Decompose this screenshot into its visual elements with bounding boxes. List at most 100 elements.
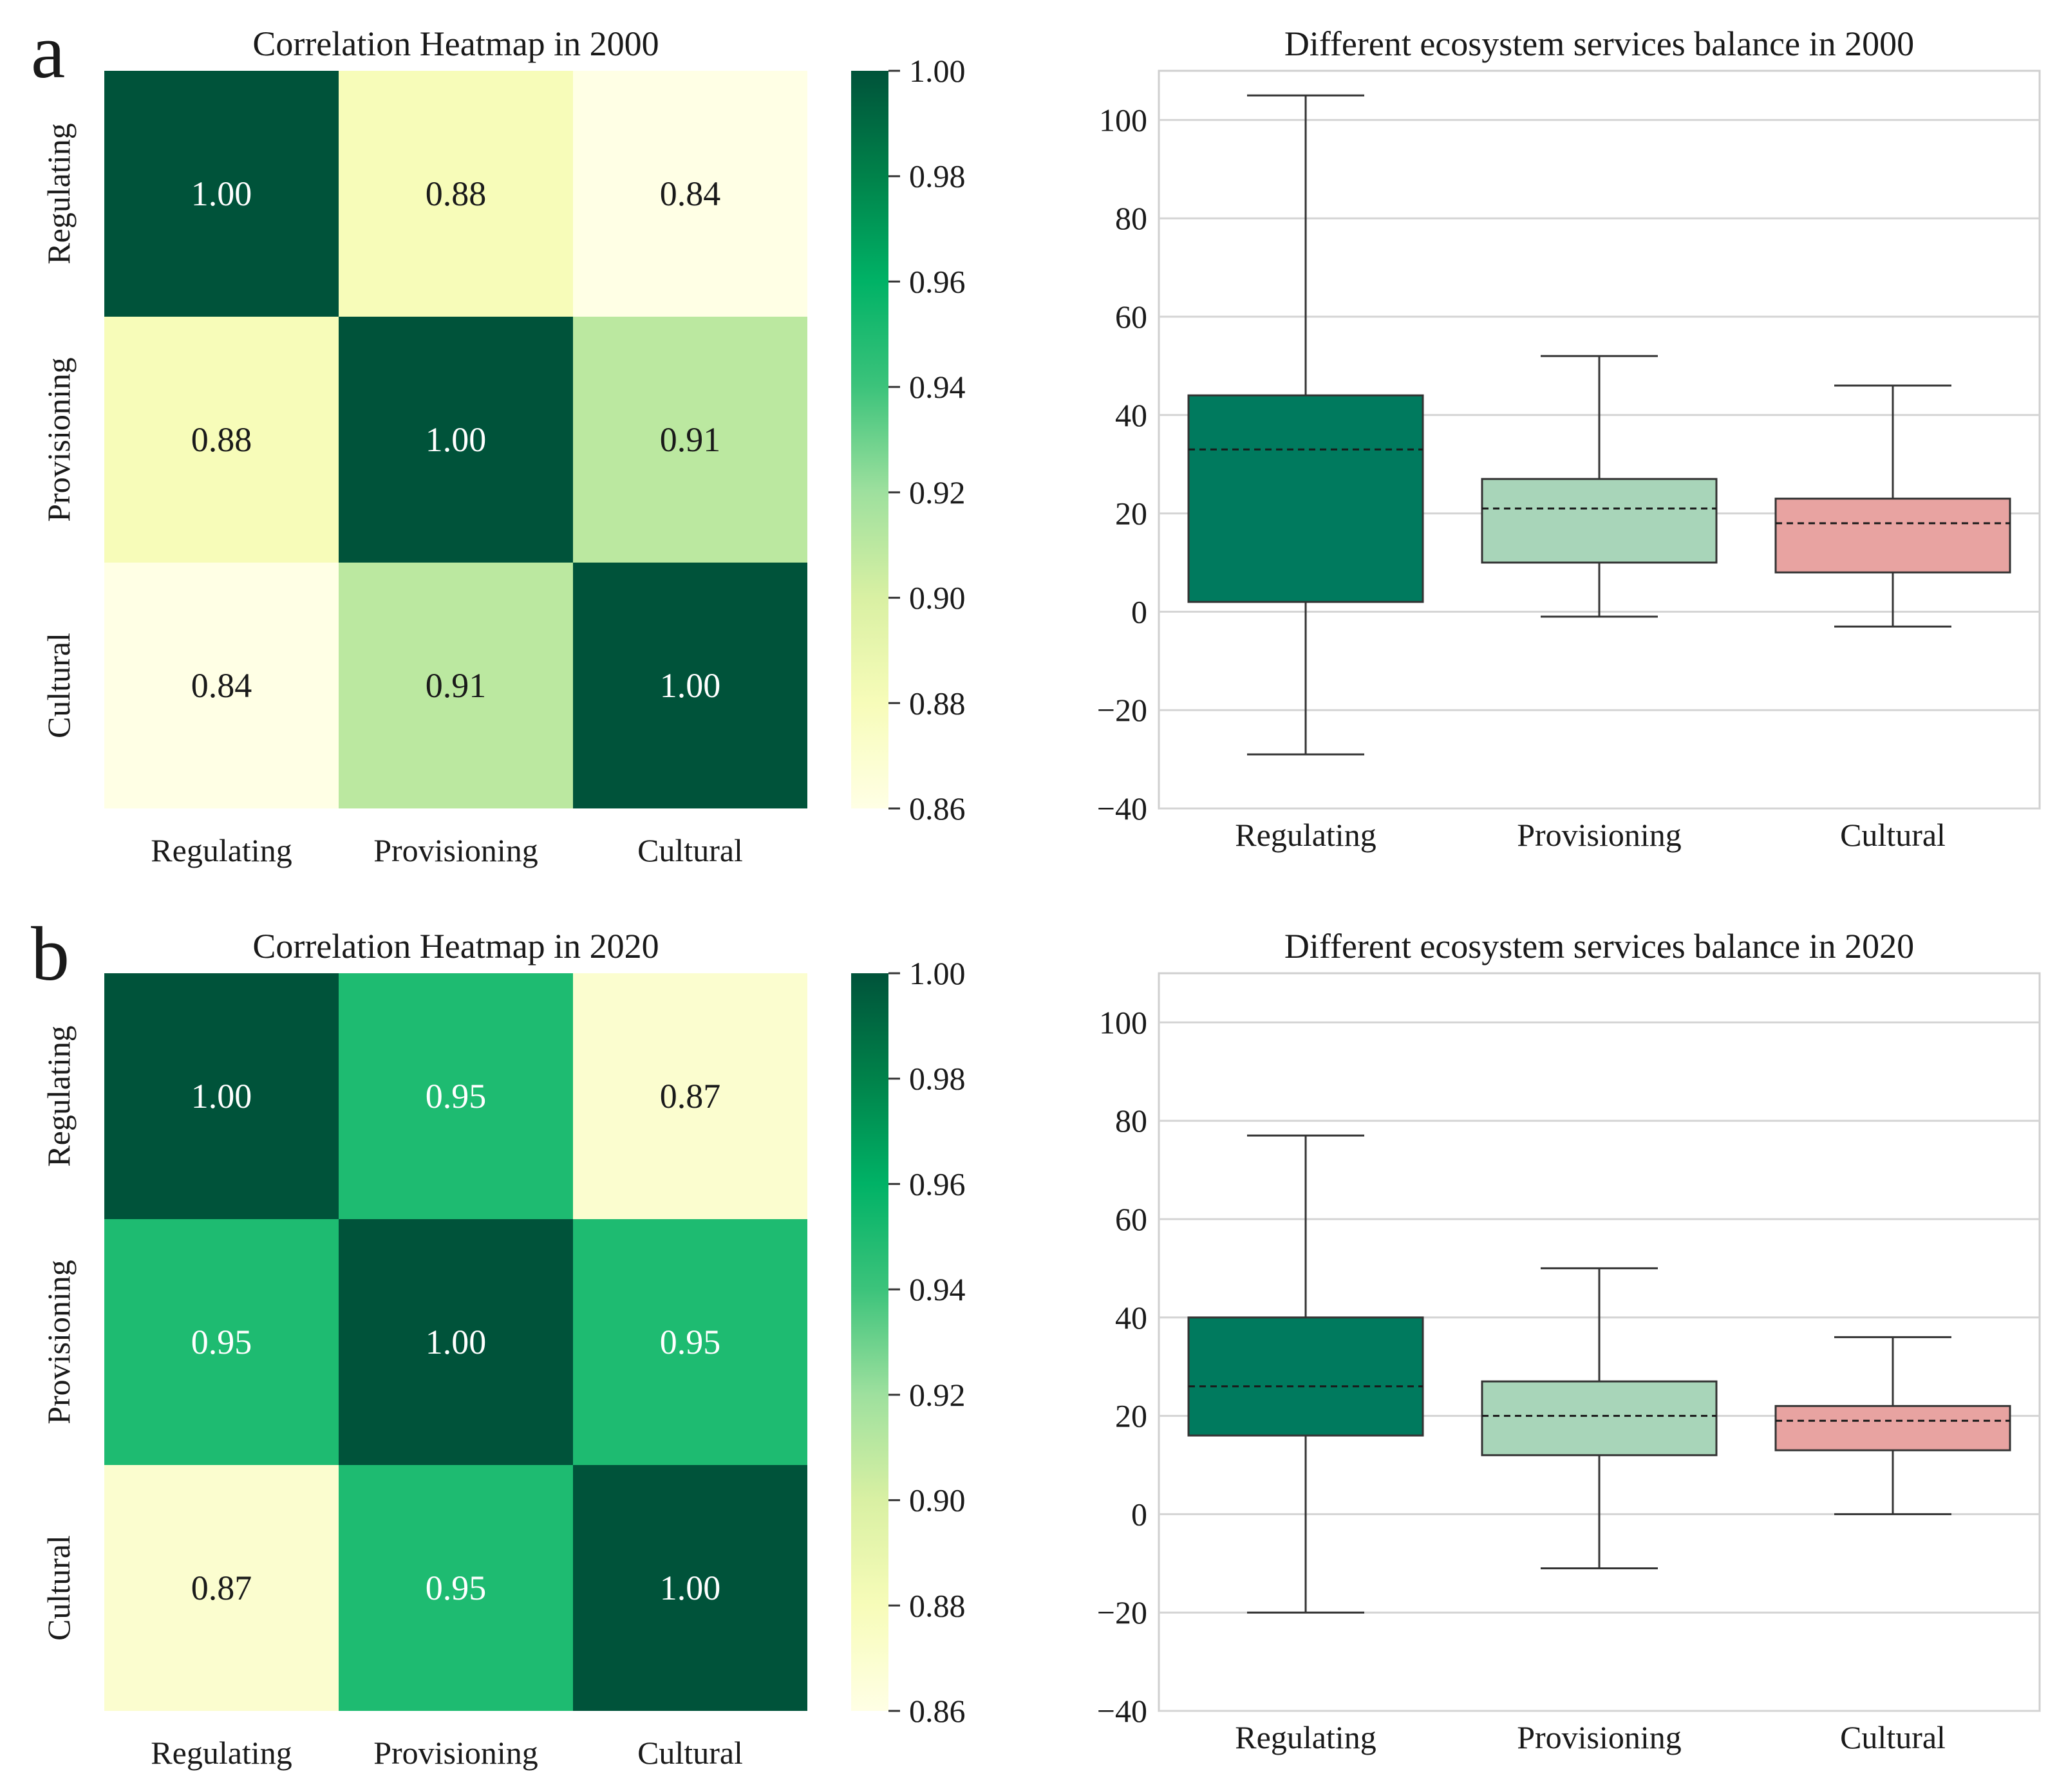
colorbar <box>851 973 888 1711</box>
colorbar-tick-label: 0.98 <box>909 1061 966 1097</box>
boxplot-y-tick-label: 20 <box>1115 496 1147 532</box>
heatmap-cell-label: 0.88 <box>426 174 487 213</box>
heatmap-cell-label: 0.87 <box>660 1077 721 1115</box>
colorbar-tick-label: 0.94 <box>909 369 966 405</box>
colorbar-tick-label: 0.90 <box>909 1482 966 1518</box>
colorbar-tick-label: 0.88 <box>909 1587 966 1623</box>
boxplot-y-tick-label: 20 <box>1115 1398 1147 1434</box>
colorbar-tick-label: 1.00 <box>909 955 966 991</box>
panel-a: a Correlation Heatmap in 2000 1.00 0.88 0.84… <box>31 8 2041 868</box>
heatmap-cell-label: 0.95 <box>660 1323 721 1361</box>
heatmap-x-label: Regulating <box>151 1735 292 1771</box>
heatmap-x-label: Cultural <box>637 1735 743 1771</box>
heatmap-cell-label: 0.87 <box>191 1569 252 1607</box>
boxplot-title: Different ecosystem services balance in … <box>1284 927 1914 966</box>
boxplot-box <box>1481 478 1718 564</box>
heatmap-cell <box>339 1219 573 1465</box>
boxplot-y-tick-label: 0 <box>1131 593 1147 630</box>
heatmap-cell-label: 0.95 <box>191 1323 252 1361</box>
boxplot-x-label: Regulating <box>1235 1719 1376 1755</box>
heatmap-cell <box>104 71 339 317</box>
boxplot-y-tick-label: 80 <box>1115 200 1147 236</box>
heatmap-cell-label: 0.88 <box>191 420 252 459</box>
boxplot-y-tick-label: 40 <box>1115 397 1147 433</box>
boxplot-y-tick-label: −40 <box>1097 790 1147 826</box>
boxplot-x-label: Provisioning <box>1517 1719 1682 1755</box>
boxplot-y-tick-label: 80 <box>1115 1103 1147 1139</box>
colorbar-tick-label: 0.92 <box>909 1377 966 1413</box>
heatmap-title: Correlation Heatmap in 2020 <box>252 927 659 966</box>
heatmap-x-label: Cultural <box>637 832 743 868</box>
boxplot-x-label: Regulating <box>1235 817 1376 853</box>
heatmap-cell-label: 0.91 <box>426 666 487 705</box>
heatmap-y-label: Regulating <box>41 123 77 264</box>
colorbar-tick-label: 0.86 <box>909 790 966 826</box>
boxplot-x-label: Provisioning <box>1517 817 1682 853</box>
colorbar-tick-label: 0.92 <box>909 474 966 510</box>
panel-letter: a <box>31 8 65 94</box>
panel-b: b Correlation Heatmap in 2020 1.00 0.95 0.87… <box>31 911 2041 1771</box>
heatmap-cell-label: 1.00 <box>191 174 252 213</box>
boxplot-y-tick-label: 0 <box>1131 1496 1147 1532</box>
colorbar-tick-label: 0.90 <box>909 580 966 616</box>
boxplot-y-tick-label: 60 <box>1115 1201 1147 1237</box>
heatmap-cell-label: 0.95 <box>426 1077 487 1115</box>
heatmap-cell <box>573 563 807 808</box>
heatmap-cell <box>104 1465 339 1711</box>
boxplot-y-tick-label: −40 <box>1097 1693 1147 1729</box>
boxplot-y-tick-label: −20 <box>1097 1594 1147 1630</box>
colorbar-tick-label: 0.98 <box>909 158 966 194</box>
heatmap-cell <box>573 71 807 317</box>
heatmap-y-label: Provisioning <box>41 357 77 522</box>
boxplot-box <box>1187 1316 1424 1437</box>
boxplot-y-tick-label: 40 <box>1115 1300 1147 1336</box>
heatmap-cell-label: 0.95 <box>426 1569 487 1607</box>
heatmap-cell <box>339 973 573 1219</box>
colorbar-tick-label: 0.86 <box>909 1693 966 1729</box>
heatmap-cell <box>573 973 807 1219</box>
heatmap-cell-label: 0.91 <box>660 420 721 459</box>
colorbar-tick-label: 0.96 <box>909 263 966 299</box>
boxplot-box <box>1774 1405 2011 1451</box>
boxplot-x-label: Cultural <box>1840 1719 1946 1755</box>
heatmap-cell <box>339 563 573 808</box>
heatmap-cell <box>339 71 573 317</box>
heatmap-cell <box>573 1219 807 1465</box>
heatmap-y-label: Regulating <box>41 1025 77 1166</box>
heatmap-cell <box>573 317 807 563</box>
heatmap-cell-label: 0.84 <box>191 666 252 705</box>
heatmap-cell <box>339 317 573 563</box>
heatmap-y-label: Cultural <box>41 1535 77 1641</box>
heatmap-title: Correlation Heatmap in 2000 <box>252 24 659 63</box>
boxplot-y-tick-label: 100 <box>1099 1004 1147 1040</box>
heatmap-cell <box>104 563 339 808</box>
boxplot-title: Different ecosystem services balance in … <box>1284 24 1914 63</box>
boxplot-y-tick-label: 100 <box>1099 102 1147 138</box>
heatmap-cell-label: 1.00 <box>191 1077 252 1115</box>
heatmap-x-label: Provisioning <box>373 832 538 868</box>
colorbar-tick-label: 0.96 <box>909 1166 966 1202</box>
heatmap-cell <box>339 1465 573 1711</box>
heatmap-x-label: Provisioning <box>373 1735 538 1771</box>
heatmap-y-label: Provisioning <box>41 1260 77 1424</box>
heatmap-cell-label: 1.00 <box>426 1323 487 1361</box>
boxplot-y-tick-label: 60 <box>1115 299 1147 335</box>
boxplot-box <box>1481 1380 1718 1457</box>
heatmap-cell-label: 1.00 <box>426 420 487 459</box>
colorbar-tick-label: 0.88 <box>909 685 966 721</box>
boxplot-y-tick-label: −20 <box>1097 692 1147 728</box>
boxplot-x-label: Cultural <box>1840 817 1946 853</box>
heatmap-cell <box>104 973 339 1219</box>
heatmap-cell-label: 1.00 <box>660 666 721 705</box>
heatmap-cell <box>104 317 339 563</box>
boxplot-box <box>1774 498 2011 574</box>
heatmap-y-label: Cultural <box>41 633 77 738</box>
panel-letter: b <box>31 911 70 996</box>
heatmap-cell <box>573 1465 807 1711</box>
heatmap-cell-label: 1.00 <box>660 1569 721 1607</box>
boxplot-box <box>1187 394 1424 603</box>
heatmap-cell-label: 0.84 <box>660 174 721 213</box>
colorbar-tick-label: 1.00 <box>909 53 966 89</box>
heatmap-x-label: Regulating <box>151 832 292 868</box>
